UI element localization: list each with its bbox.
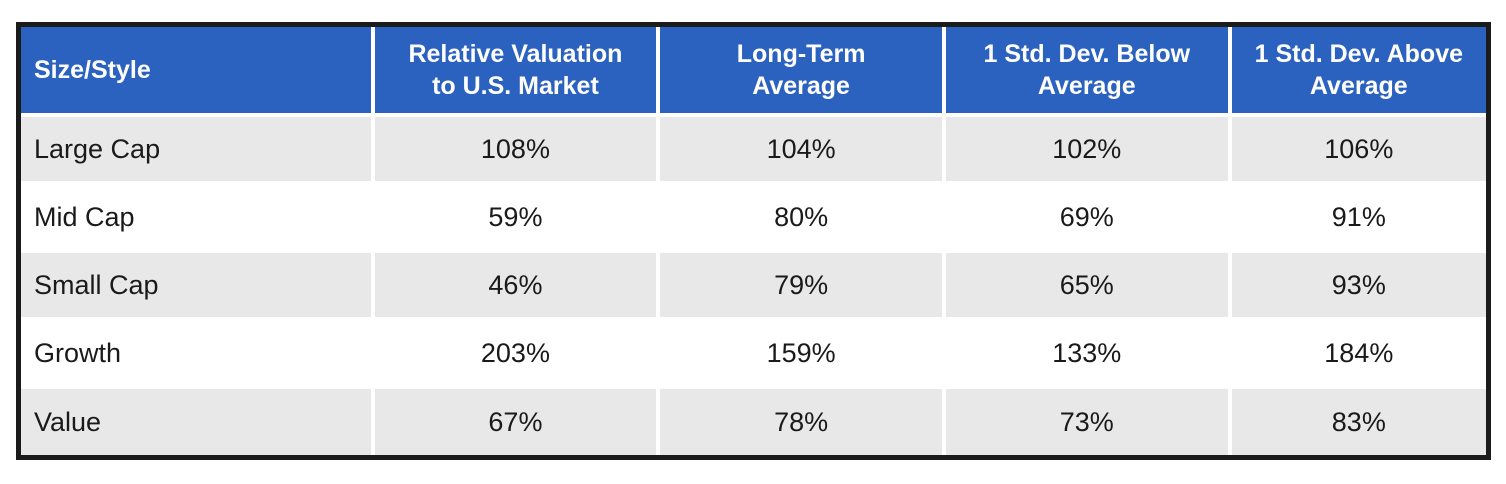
value-cell: 69% — [941, 181, 1232, 253]
value-cell: 83% — [1227, 385, 1486, 455]
value-cell: 159% — [656, 317, 946, 389]
value-cell: 93% — [1227, 249, 1486, 321]
value-cell: 184% — [1227, 317, 1486, 389]
table-row-small-cap: Small Cap 46% 79% 65% 93% — [21, 249, 1486, 321]
value-cell: 73% — [941, 385, 1232, 455]
value-cell: 203% — [370, 317, 661, 389]
table-row-large-cap: Large Cap 108% 104% 102% 106% — [21, 113, 1486, 185]
value-cell: 108% — [370, 113, 661, 185]
value-cell: 65% — [941, 249, 1232, 321]
column-header-size-style: Size/Style — [21, 27, 375, 117]
row-label: Small Cap — [21, 249, 375, 321]
size-style-valuation-table: Size/Style Relative Valuation to U.S. Mar… — [21, 27, 1486, 455]
row-label: Mid Cap — [21, 181, 375, 253]
value-cell: 91% — [1227, 181, 1486, 253]
column-header-long-term-average: Long-Term Average — [656, 27, 946, 117]
row-label: Large Cap — [21, 113, 375, 185]
value-cell: 102% — [941, 113, 1232, 185]
value-cell: 79% — [656, 249, 946, 321]
column-header-relative-valuation: Relative Valuation to U.S. Market — [370, 27, 661, 117]
value-cell: 106% — [1227, 113, 1486, 185]
row-label: Growth — [21, 317, 375, 389]
value-cell: 59% — [370, 181, 661, 253]
table-row-mid-cap: Mid Cap 59% 80% 69% 91% — [21, 181, 1486, 253]
header-row: Size/Style Relative Valuation to U.S. Mar… — [21, 27, 1486, 117]
column-header-std-dev-above-average: 1 Std. Dev. Above Average — [1227, 27, 1486, 117]
row-label: Value — [21, 385, 375, 455]
value-cell: 80% — [656, 181, 946, 253]
value-cell: 46% — [370, 249, 661, 321]
value-cell: 78% — [656, 385, 946, 455]
value-cell: 133% — [941, 317, 1232, 389]
valuation-table-container: Size/Style Relative Valuation to U.S. Mar… — [16, 22, 1491, 460]
value-cell: 104% — [656, 113, 946, 185]
table-row-growth: Growth 203% 159% 133% 184% — [21, 317, 1486, 389]
value-cell: 67% — [370, 385, 661, 455]
column-header-std-dev-below-average: 1 Std. Dev. Below Average — [941, 27, 1232, 117]
table-row-value: Value 67% 78% 73% 83% — [21, 385, 1486, 455]
